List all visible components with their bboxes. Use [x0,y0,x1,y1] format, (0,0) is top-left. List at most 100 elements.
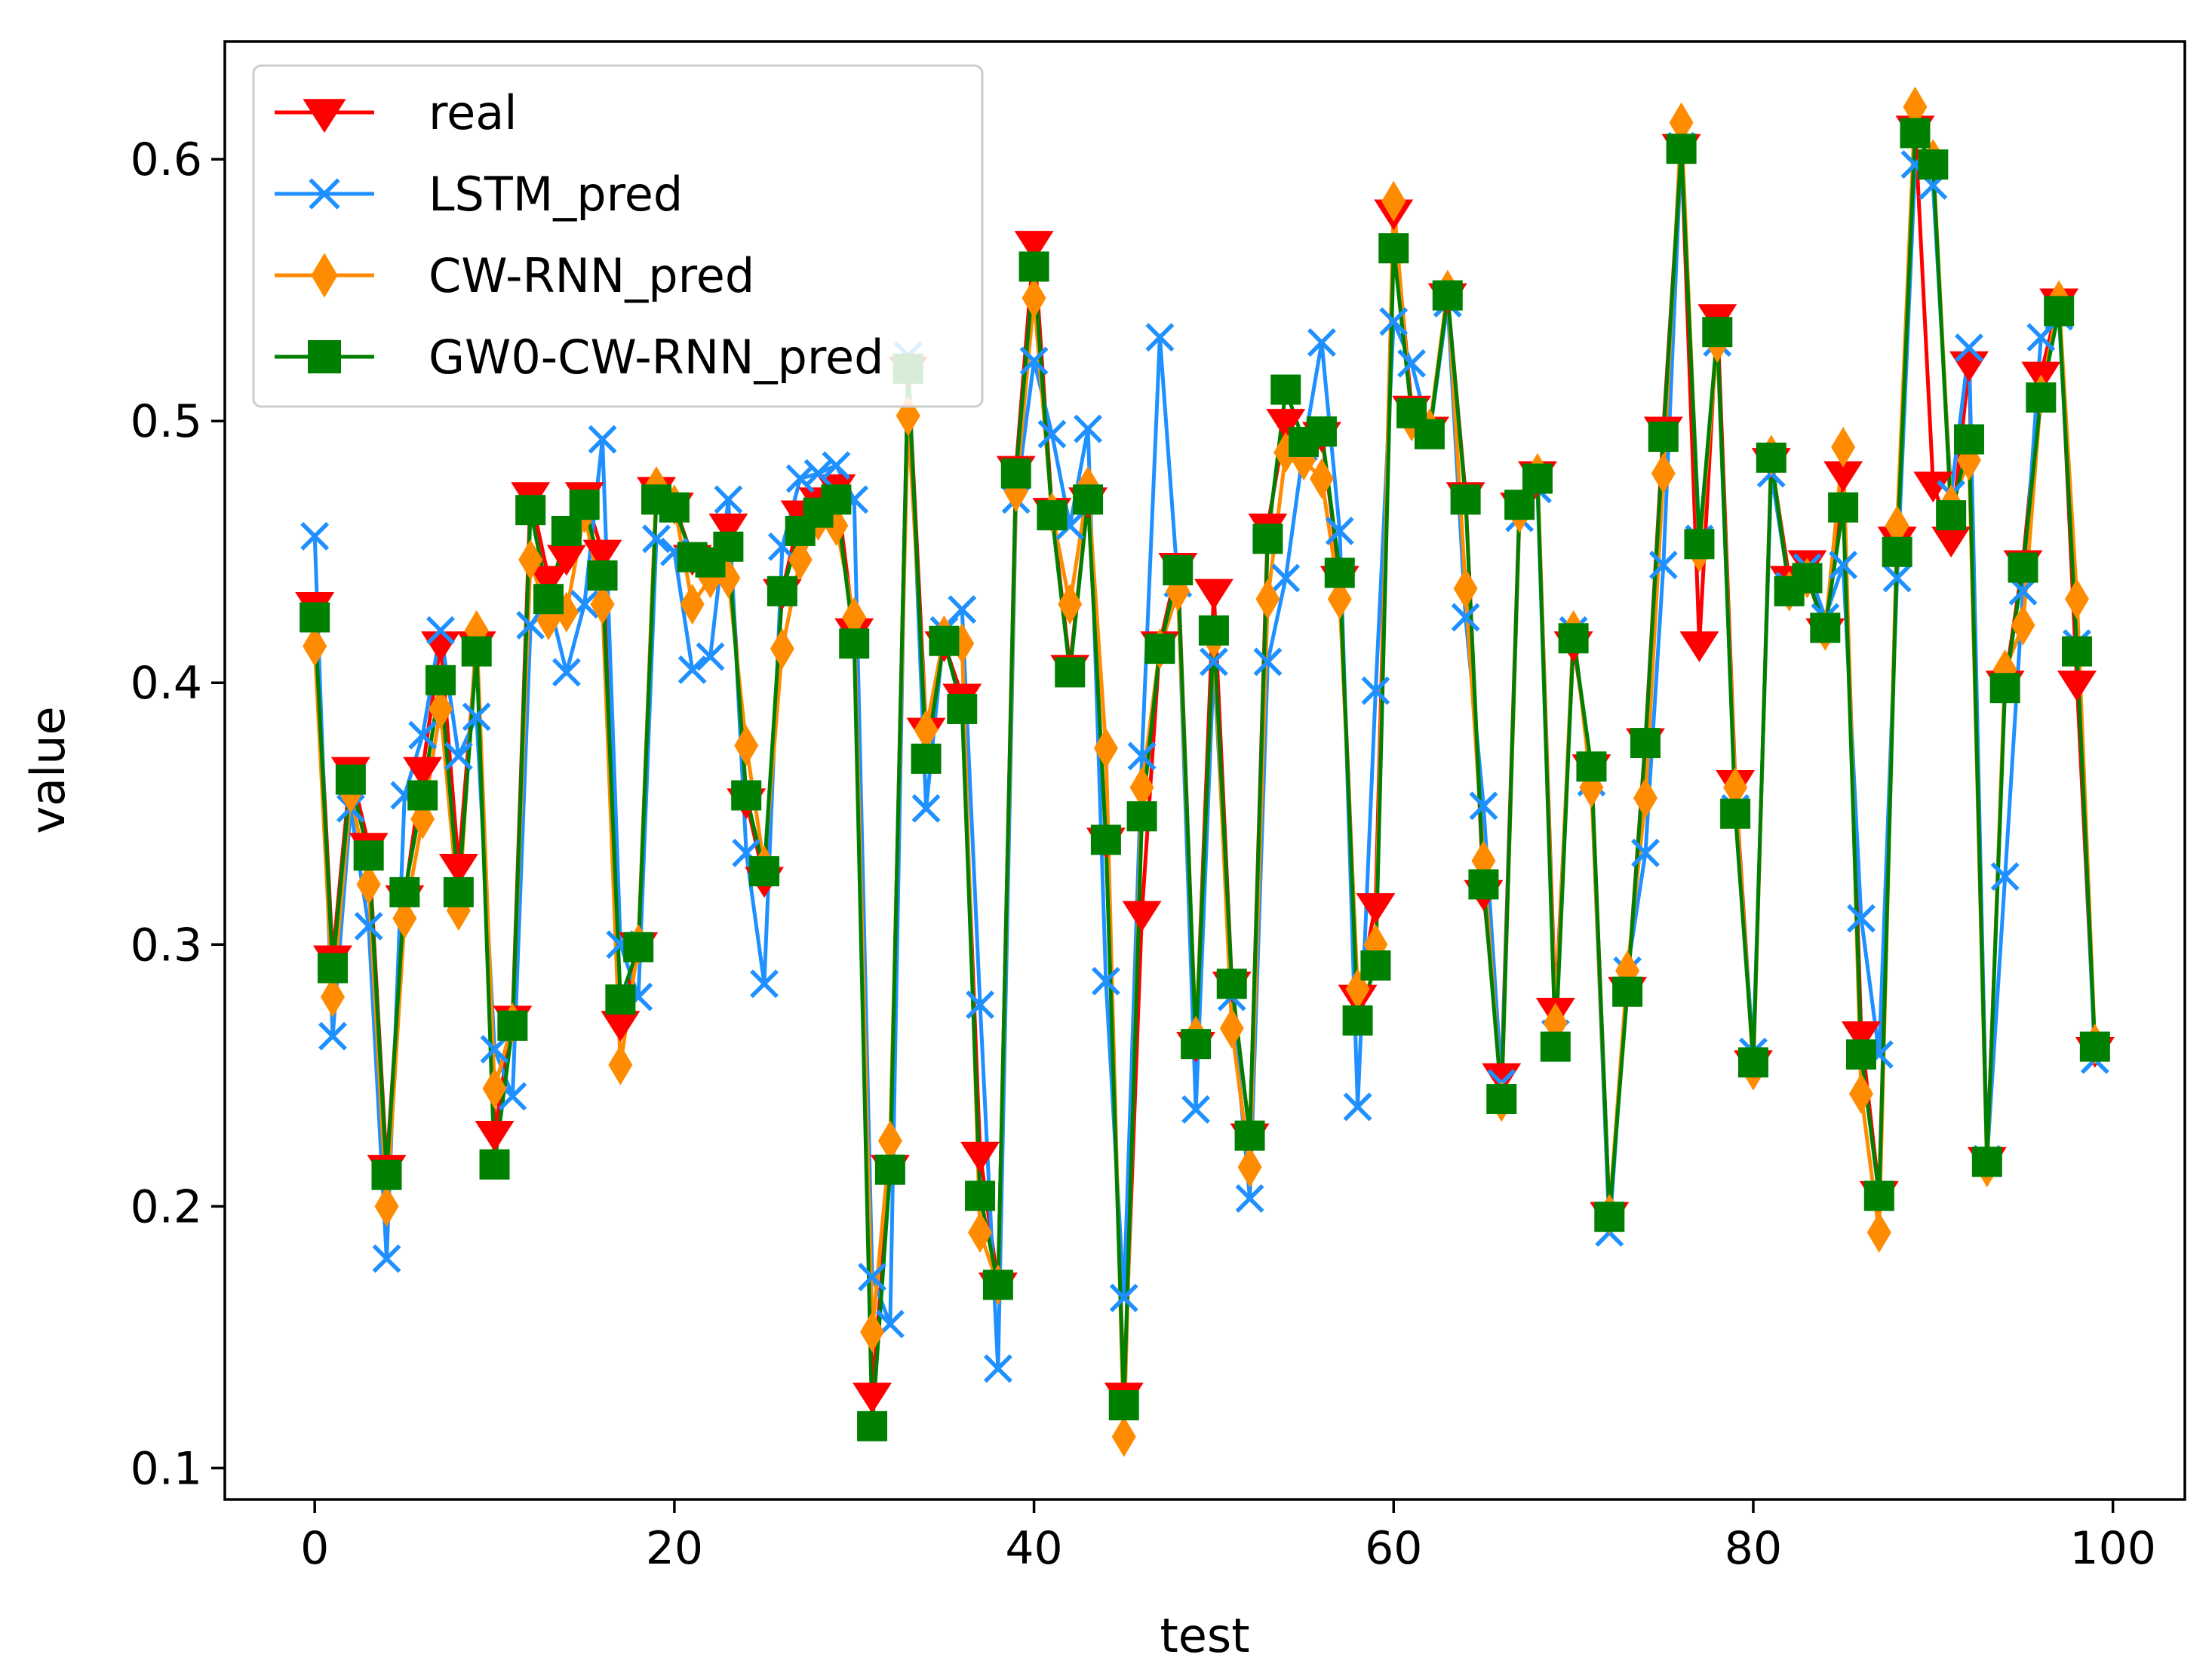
data-point [1863,1180,1894,1211]
data-point [408,720,438,750]
data-point [1306,416,1337,447]
data-point [1522,463,1553,494]
data-point [1324,557,1355,588]
data-point [948,595,977,625]
data-point [1111,1416,1136,1457]
x-axis-label: test [1160,1608,1249,1663]
data-point [982,1269,1013,1300]
data-point [1073,484,1104,515]
data-point [1235,1183,1264,1213]
data-point [605,984,636,1015]
data-point [1414,419,1445,450]
data-point [318,953,349,984]
data-point [1219,1008,1244,1049]
legend-entry-LSTM_pred: LSTM_pred [275,167,683,222]
data-point [1181,1029,1212,1060]
data-point [1900,118,1931,149]
data-point [546,545,586,576]
data-point [444,741,473,771]
x-tick-label: 0 [300,1522,329,1575]
data-point [1989,673,2020,704]
data-point [1882,563,1912,593]
data-point [371,1159,402,1190]
data-point [1702,317,1733,348]
data-point [1684,529,1715,560]
data-point [2026,382,2057,413]
data-point [1486,1084,1517,1115]
data-point [1037,500,1068,531]
y-tick-label: 0.1 [131,1442,202,1495]
data-point [1669,102,1694,143]
data-point [1845,1039,1876,1070]
series-markers-GW0-CW-RNN_pred [300,118,2110,1441]
data-point [966,990,995,1020]
data-point [714,485,743,514]
legend-label: LSTM_pred [429,167,683,222]
data-point [1468,869,1499,900]
data-point [1129,767,1154,809]
data-point [588,425,617,454]
data-point [1469,791,1498,821]
plot-frame [223,40,2186,1501]
data-point [1381,180,1406,222]
data-point [1594,1202,1625,1232]
data-point [300,521,330,551]
legend-box [252,64,984,408]
data-point [479,1149,510,1180]
y-tick-label: 0.5 [131,395,202,448]
data-point [1903,86,1928,127]
data-point [874,1154,905,1185]
data-point [1108,1390,1139,1421]
x-tick-label: 80 [1725,1522,1782,1575]
data-point [426,665,456,695]
data-point [2008,552,2038,583]
data-point [965,1180,996,1211]
data-point [1360,950,1391,981]
legend-marker [311,253,338,298]
data-point [1074,414,1103,444]
plot-markers [295,86,2115,1457]
data-point [1882,536,1912,567]
data-point [1255,579,1280,620]
data-point [1631,838,1660,867]
legend-entry-CW-RNN_pred: CW-RNN_pred [275,248,754,303]
legend-marker [303,99,346,134]
data-point [1266,409,1306,440]
y-axis-label: value [20,706,75,833]
y-tick-label: 0.4 [131,657,202,710]
data-point [335,764,366,795]
data-point [1756,442,1786,473]
data-point [372,1244,401,1273]
data-point [1327,579,1352,620]
data-point [2026,323,2056,352]
data-point [968,1212,993,1254]
data-point [1540,1031,1571,1062]
data-point [1936,500,1967,531]
legend-marker [308,340,341,373]
data-point [1666,134,1697,164]
data-point [1453,568,1478,609]
data-point [857,1410,888,1441]
data-point [1432,280,1463,311]
data-point [1019,346,1049,376]
data-point [914,709,939,750]
data-point [983,1354,1012,1383]
legend-entry-GW0-CW-RNN_pred: GW0-CW-RNN_pred [275,330,883,385]
data-point [2064,579,2089,620]
x-axis: 0 20 40 60 80 100 [300,1499,2156,1575]
data-point [1913,471,1953,503]
data-point [1055,657,1086,688]
data-point [353,840,384,871]
data-point [1450,484,1481,515]
data-point [1252,523,1283,554]
data-point [1018,251,1049,282]
data-point [1325,517,1354,545]
data-point [642,524,671,554]
data-point [1000,458,1031,489]
legend-marker [309,178,340,210]
data-point [1109,1283,1138,1312]
data-point [839,628,870,659]
data-point [1194,579,1233,610]
data-point [1648,551,1678,580]
data-point [1841,1021,1881,1052]
